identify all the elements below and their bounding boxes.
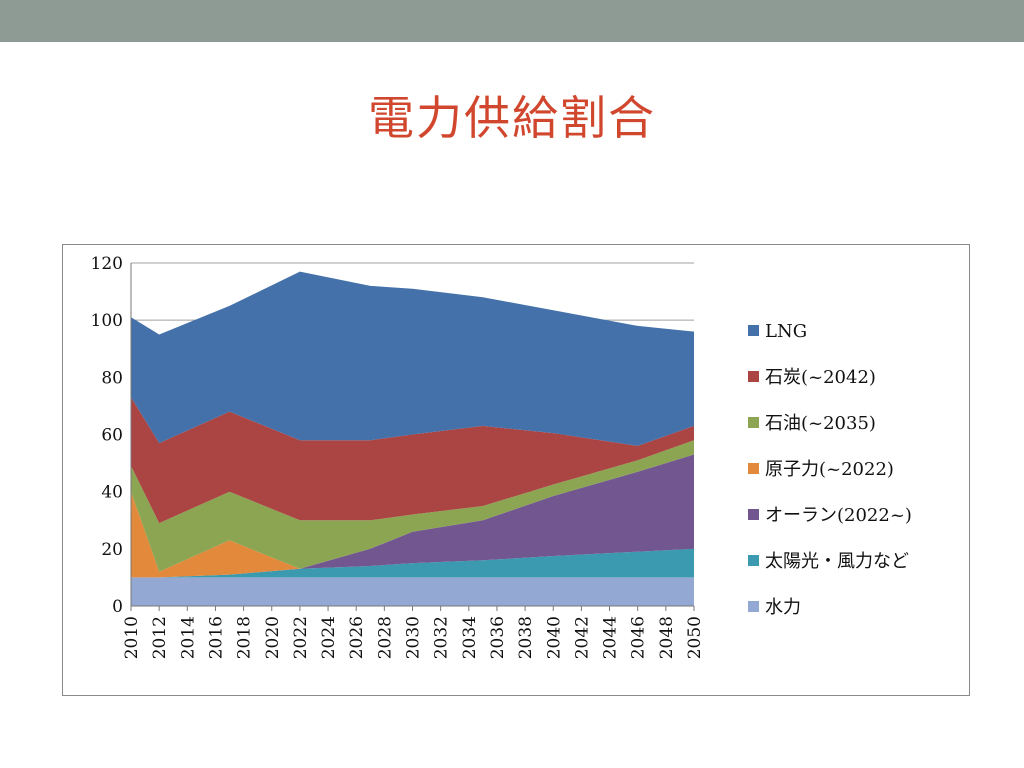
- y-tick-label: 60: [101, 426, 123, 446]
- x-tick-label: 2028: [375, 616, 395, 659]
- x-tick-label: 2050: [685, 616, 705, 659]
- legend-label: 水力: [765, 597, 801, 618]
- legend-label: 石炭(~2042): [765, 367, 876, 388]
- x-tick-label: 2024: [319, 616, 339, 659]
- area-series: [131, 271, 694, 606]
- top-bar: [0, 0, 1024, 42]
- y-tick-label: 100: [91, 311, 123, 331]
- y-tick-label: 40: [101, 483, 123, 503]
- legend-label: LNG: [765, 321, 807, 342]
- x-tick-label: 2010: [122, 616, 142, 659]
- y-tick-label: 20: [101, 540, 123, 560]
- x-tick-label: 2038: [516, 616, 536, 659]
- legend-swatch: [748, 325, 759, 336]
- legend-swatch: [748, 555, 759, 566]
- area-: [131, 577, 694, 606]
- x-tick-label: 2016: [206, 616, 226, 659]
- x-tick-label: 2032: [432, 616, 452, 659]
- x-tick-label: 2018: [235, 616, 255, 659]
- slide-title: 電力供給割合: [368, 91, 656, 145]
- x-tick-label: 2020: [263, 616, 283, 659]
- legend: LNG 石炭(~2042) 石油(~2035) 原子力(~2022) オーラン(2022…: [748, 321, 912, 618]
- x-tick-label: 2012: [150, 616, 170, 659]
- chart-frame: 0 20 40 60 80 100 120 2010 2012 2014 2016 2018 2020 2…: [62, 244, 970, 696]
- area-2022: [131, 454, 694, 578]
- y-tick-label: 120: [91, 254, 123, 274]
- area-2042: [131, 397, 694, 524]
- x-tick-label: 2042: [572, 616, 592, 659]
- area-2035: [131, 440, 694, 572]
- legend-swatch: [748, 509, 759, 520]
- x-tick-label: 2034: [460, 616, 480, 659]
- x-tick-label: 2014: [178, 616, 198, 659]
- legend-label: 石油(~2035): [765, 413, 876, 434]
- area-2022: [131, 454, 694, 578]
- x-tick-label: 2044: [601, 616, 621, 659]
- x-tick-label: 2022: [291, 616, 311, 659]
- legend-swatch: [748, 601, 759, 612]
- legend-swatch: [748, 463, 759, 474]
- x-tick-label: 2040: [544, 616, 564, 659]
- x-tick-label: 2036: [488, 616, 508, 659]
- legend-label: オーラン(2022~): [765, 505, 912, 526]
- x-tick-label: 2046: [629, 616, 649, 659]
- legend-label: 太陽光・風力など: [765, 551, 909, 572]
- legend-swatch: [748, 371, 759, 382]
- legend-label: 原子力(~2022): [765, 459, 894, 480]
- x-tick-label: 2030: [404, 616, 424, 659]
- y-tick-label: 0: [112, 597, 123, 617]
- area-lng: [131, 271, 694, 446]
- y-tick-label: 80: [101, 368, 123, 388]
- legend-swatch: [748, 417, 759, 428]
- x-tick-label: 2048: [657, 616, 677, 659]
- x-tick-label: 2026: [347, 616, 367, 659]
